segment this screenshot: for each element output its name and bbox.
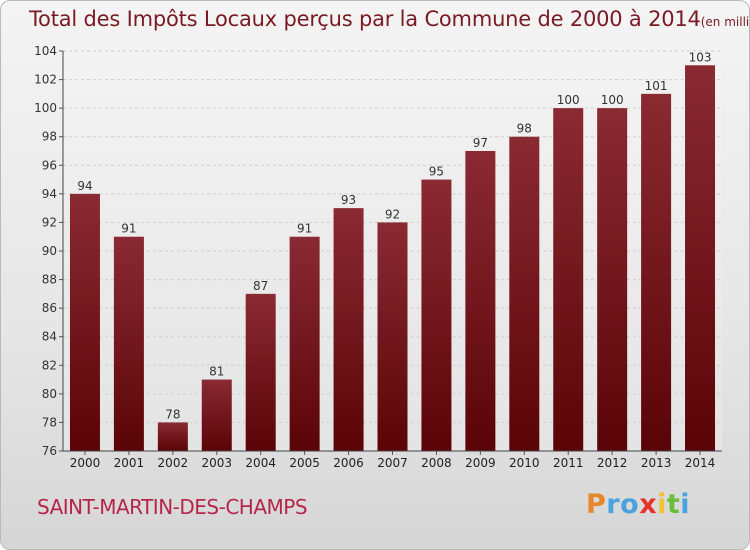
data-label: 100 <box>601 93 624 107</box>
data-label: 94 <box>77 179 92 193</box>
x-tick-label: 2013 <box>641 456 672 470</box>
bar <box>245 293 276 451</box>
bar <box>289 236 320 451</box>
logo-letter: r <box>606 489 621 520</box>
x-tick-label: 2006 <box>333 456 364 470</box>
y-tick-label: 98 <box>42 130 57 144</box>
y-tick-label: 78 <box>42 415 57 429</box>
bar <box>421 179 452 452</box>
y-tick-label: 88 <box>42 273 57 287</box>
proxiti-logo[interactable]: Proxiti <box>586 489 690 520</box>
x-tick-label: 2002 <box>158 456 189 470</box>
chart-unit: (en milliers d'€) <box>700 15 750 29</box>
y-tick-label: 104 <box>34 44 57 58</box>
data-label: 81 <box>209 365 224 379</box>
y-tick-label: 86 <box>42 301 57 315</box>
bar <box>201 379 232 451</box>
x-tick-label: 2011 <box>553 456 584 470</box>
y-tick-label: 94 <box>42 187 57 201</box>
x-tick-label: 2014 <box>685 456 716 470</box>
bar <box>157 422 188 451</box>
data-label: 87 <box>253 279 268 293</box>
logo-letter: i <box>657 489 667 520</box>
x-tick-label: 2009 <box>465 456 496 470</box>
bar <box>509 136 540 451</box>
chart-title-block: Total des Impôts Locaux perçus par la Co… <box>29 7 750 31</box>
bar <box>465 151 496 451</box>
logo-letter: x <box>639 489 658 520</box>
bar <box>113 236 144 451</box>
y-tick-label: 80 <box>42 387 57 401</box>
data-label: 97 <box>473 136 488 150</box>
data-label: 78 <box>165 407 180 421</box>
bar <box>597 108 628 452</box>
bar <box>333 208 364 451</box>
y-tick-label: 96 <box>42 158 57 172</box>
data-label: 92 <box>385 207 400 221</box>
bar <box>641 93 672 451</box>
data-label: 91 <box>297 222 312 236</box>
y-tick-label: 102 <box>34 73 57 87</box>
y-tick-label: 84 <box>42 330 57 344</box>
x-tick-label: 2003 <box>201 456 232 470</box>
logo-letter: o <box>620 489 640 520</box>
data-label: 91 <box>121 222 136 236</box>
logo-letter: i <box>680 489 691 520</box>
x-tick-label: 2010 <box>509 456 540 470</box>
bar <box>377 222 408 451</box>
data-label: 101 <box>645 79 668 93</box>
data-label: 100 <box>557 93 580 107</box>
bar <box>69 193 100 451</box>
logo-letter: t <box>666 489 681 520</box>
data-label: 98 <box>517 122 532 136</box>
y-tick-label: 90 <box>42 244 57 258</box>
y-tick-label: 100 <box>34 101 57 115</box>
bar <box>685 65 716 452</box>
y-tick-label: 76 <box>42 444 57 458</box>
x-tick-label: 2007 <box>377 456 408 470</box>
y-tick-label: 82 <box>42 358 57 372</box>
x-tick-label: 2005 <box>289 456 320 470</box>
x-tick-label: 2004 <box>245 456 276 470</box>
x-tick-label: 2008 <box>421 456 452 470</box>
data-label: 95 <box>429 165 444 179</box>
commune-name: SAINT-MARTIN-DES-CHAMPS <box>37 495 308 519</box>
data-label: 93 <box>341 193 356 207</box>
x-tick-label: 2012 <box>597 456 628 470</box>
chart-title: Total des Impôts Locaux perçus par la Co… <box>29 7 701 31</box>
bar <box>553 108 584 452</box>
x-tick-label: 2000 <box>70 456 101 470</box>
y-tick-label: 92 <box>42 215 57 229</box>
x-tick-label: 2001 <box>114 456 145 470</box>
logo-letter: P <box>586 489 607 520</box>
data-label: 103 <box>689 50 712 64</box>
